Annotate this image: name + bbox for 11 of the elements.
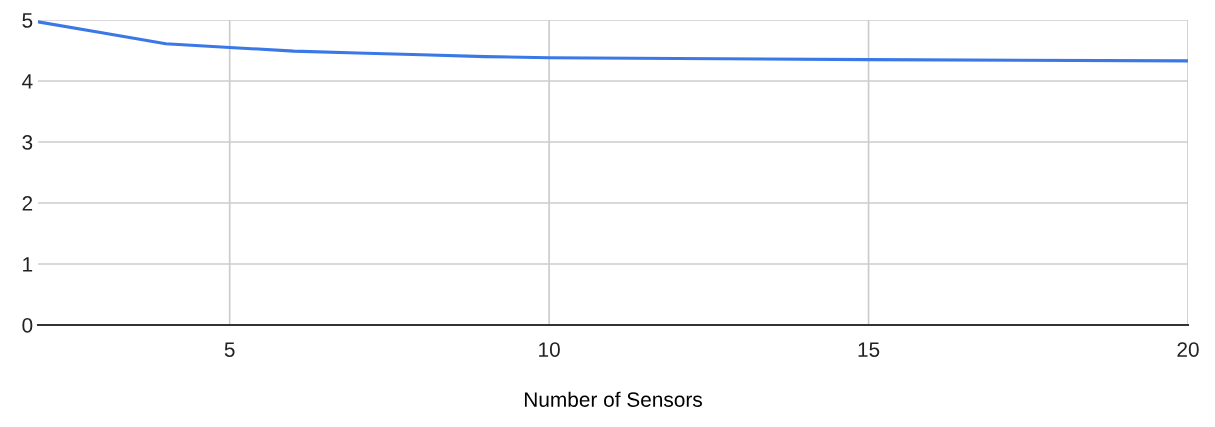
y-tick-label: 3 (22, 135, 33, 150)
x-tick-label: 5 (224, 342, 235, 357)
y-tick-label: 1 (23, 257, 33, 272)
x-tick-label: 15 (858, 342, 880, 357)
x-tick-label: 10 (539, 342, 560, 357)
x-tick-label: 20 (1177, 342, 1199, 357)
x-axis-title: Number of Sensors (524, 391, 702, 407)
y-tick-label: 5 (22, 13, 33, 28)
y-tick-label: 4 (22, 74, 33, 89)
y-tick-label: 0 (22, 318, 33, 333)
y-tick-label: 2 (22, 196, 33, 211)
